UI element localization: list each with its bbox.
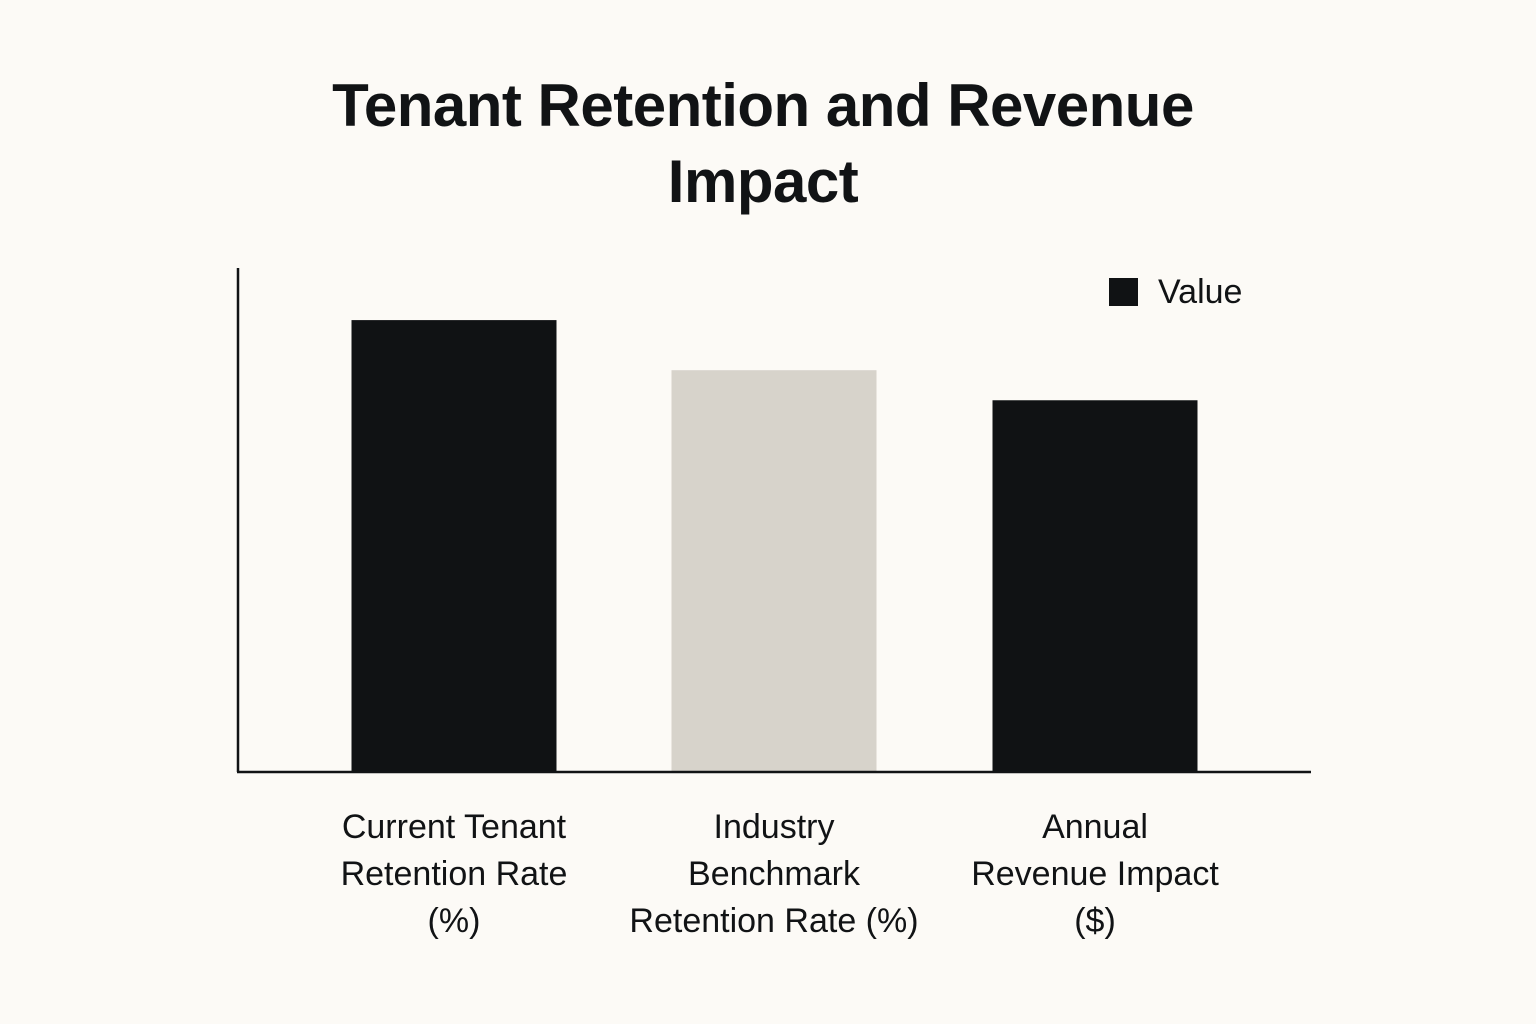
x-tick-label-line: ($) (1074, 902, 1116, 940)
legend: Value (1109, 273, 1242, 311)
legend-swatch (1109, 278, 1138, 306)
x-tick-label-line: Benchmark (688, 855, 861, 893)
x-tick-label-line: Industry (714, 808, 835, 846)
x-tick-label-line: Revenue Impact (971, 855, 1219, 893)
legend-label: Value (1158, 273, 1242, 311)
x-tick-labels: Current Tenant Retention Rate (%) Industry B… (341, 808, 1220, 940)
x-tick-label-1: Current Tenant Retention Rate (%) (341, 808, 568, 940)
bars-group (351, 320, 1198, 771)
bar-1 (351, 320, 557, 771)
x-tick-label-line: (%) (428, 902, 481, 940)
bar-3 (992, 400, 1198, 771)
x-tick-label-line: Annual (1042, 808, 1148, 846)
x-tick-label-3: Annual Revenue Impact ($) (971, 808, 1219, 940)
x-tick-label-line: Retention Rate (%) (629, 902, 918, 940)
bar-2 (671, 370, 877, 771)
x-tick-label-line: Retention Rate (341, 855, 568, 893)
x-tick-label-2: Industry Benchmark Retention Rate (%) (629, 808, 918, 940)
x-tick-label-line: Current Tenant (342, 808, 567, 846)
chart-title: Tenant Retention and Revenue Impact (332, 72, 1194, 215)
